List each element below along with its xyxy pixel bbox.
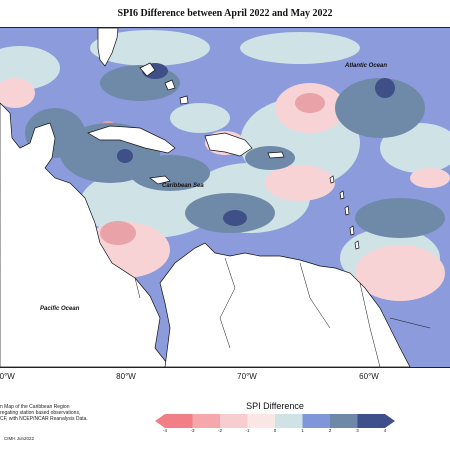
legend-tick-label: -1	[245, 428, 250, 433]
map-title: SPI6 Difference between April 2022 and M…	[117, 8, 333, 19]
legend-title: SPI Difference	[246, 401, 304, 411]
bahamas	[139, 62, 156, 77]
legend-tick-label: -2	[217, 428, 223, 433]
legend-swatch	[220, 414, 248, 428]
legend-swatch	[192, 414, 221, 428]
legend-tick-label: 3	[356, 428, 359, 433]
longitude-label-70w: 70°W	[237, 372, 257, 381]
caribbean-sea-label: Caribbean Sea	[162, 183, 204, 189]
legend-swatch	[247, 414, 276, 428]
central-america-and-pacific-coast	[0, 102, 171, 367]
atlantic-ocean-label: Atlantic Ocean	[345, 63, 388, 69]
puerto-rico	[267, 151, 285, 159]
legend-colorbar	[155, 414, 395, 428]
legend-swatch	[357, 414, 395, 428]
longitude-label-80w: 80°W	[116, 372, 136, 381]
credits-line-1: n Map of the Caribbean Region	[0, 404, 70, 410]
legend-tick-label: 1	[301, 428, 304, 433]
cuba	[87, 125, 176, 154]
pacific-ocean-label: Pacific Ocean	[40, 306, 80, 312]
credits-line-2: regating station based observations,	[0, 410, 81, 416]
map-canvas	[0, 28, 450, 367]
legend-tick-label: -3	[190, 428, 195, 433]
spi-difference-map	[0, 27, 450, 368]
legend-swatch	[302, 414, 331, 428]
florida	[97, 28, 119, 67]
legend-swatch	[155, 414, 193, 428]
longitude-label-90w: 90°W	[0, 372, 15, 381]
legend-swatch	[275, 414, 303, 428]
country-borders	[134, 257, 431, 367]
hispaniola	[204, 132, 253, 157]
legend-tick-label: -4	[162, 428, 168, 433]
legend-tick-label: 2	[328, 428, 332, 433]
copyright-text: CIMH Jun2022	[4, 436, 35, 441]
legend-swatch	[330, 414, 358, 428]
longitude-label-60w: 60°W	[359, 372, 379, 381]
jamaica	[149, 175, 171, 185]
legend-tick-label: 0	[273, 428, 277, 433]
credits-line-3: CF, with NCEP/NCAR Reanalysis Data.	[0, 416, 88, 422]
map-credits: n Map of the Caribbean Region regating s…	[0, 404, 130, 422]
south-america	[159, 242, 411, 367]
pale-anomaly-regions	[0, 30, 450, 288]
land-masses	[0, 28, 411, 367]
legend-tick-label: 4	[383, 428, 387, 433]
